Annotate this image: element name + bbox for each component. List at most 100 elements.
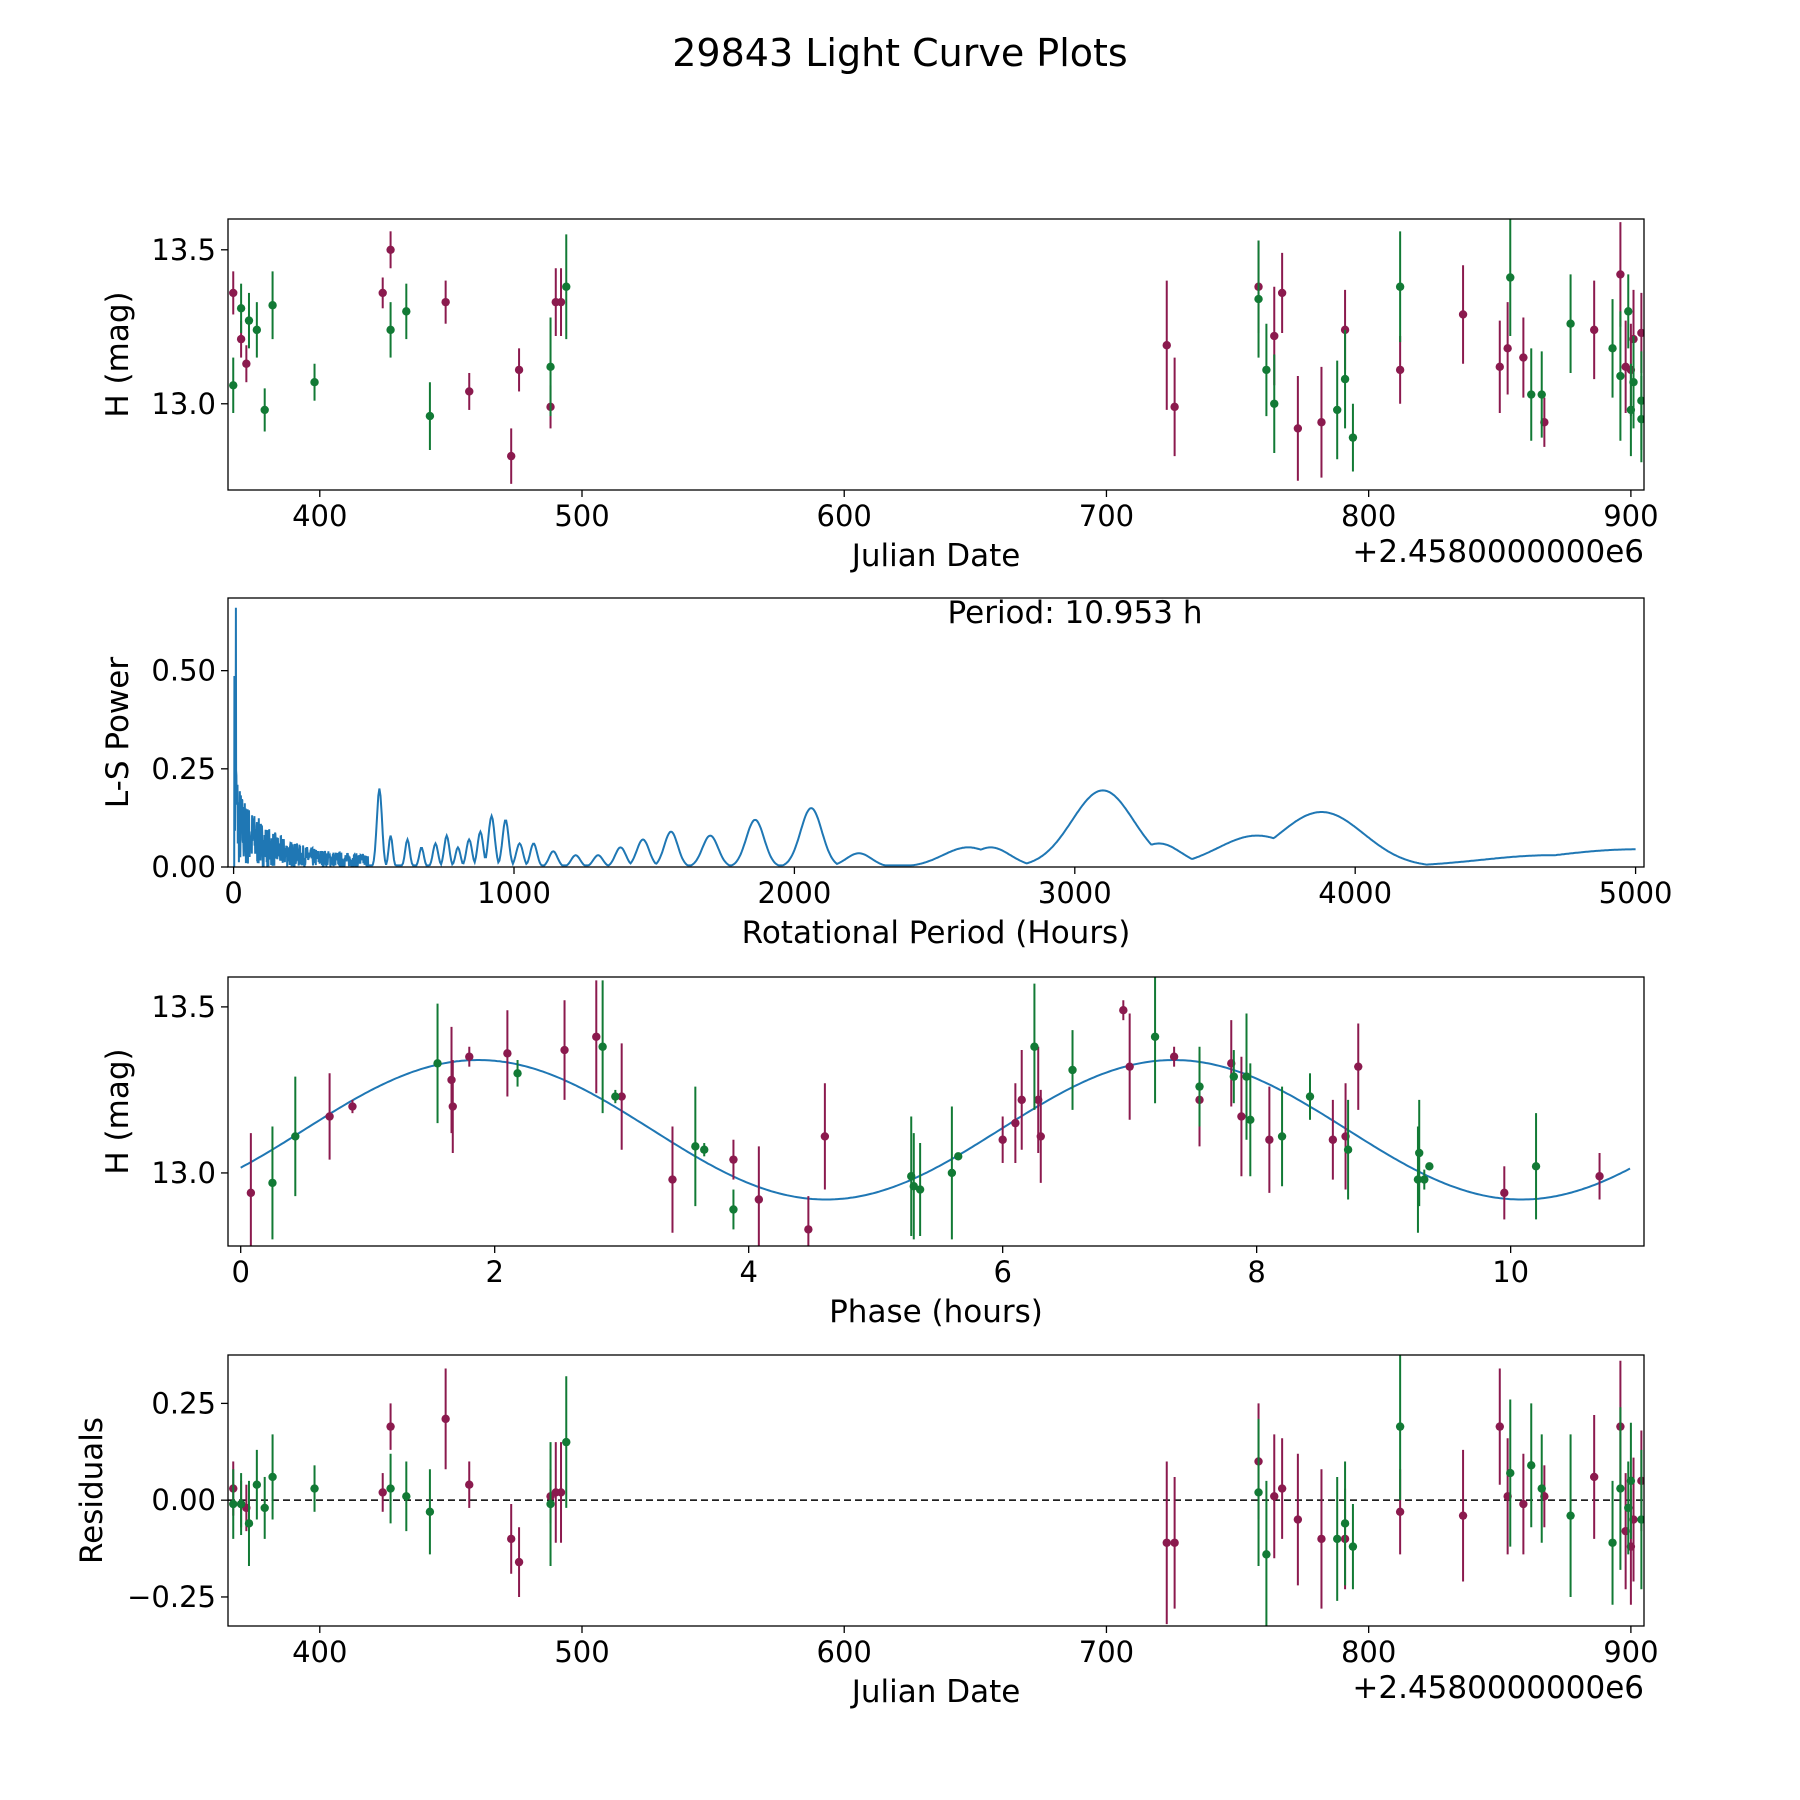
red-data-point — [242, 359, 251, 368]
green-data-point — [1254, 1488, 1263, 1497]
red-data-point — [514, 1557, 524, 1567]
red-data-point — [1395, 1507, 1405, 1516]
green-data-point — [1629, 378, 1638, 387]
period-annotation: Period: 10.953 h — [948, 595, 1203, 631]
green-data-point — [425, 1507, 435, 1516]
red-data-point — [447, 1075, 456, 1085]
red-data-point — [246, 1188, 256, 1198]
x-tick-label: 3000 — [1038, 876, 1112, 910]
red-data-point — [1270, 1492, 1279, 1501]
light-curve-panel: 400 500 600 700 800 900 13.0 13.5 Julian Date H (… — [100, 218, 1659, 574]
green-data-point — [700, 1145, 709, 1154]
y-tick-label: 13.0 — [151, 1156, 216, 1190]
y-axis-label: L-S Power — [100, 657, 136, 808]
x-axis-label: Julian Date — [850, 538, 1021, 574]
green-data-point — [268, 1472, 277, 1482]
green-data-point — [402, 1492, 411, 1501]
x-tick-label: 4 — [739, 1255, 757, 1289]
x-tick-label: 8 — [1247, 1255, 1265, 1289]
red-data-point — [503, 1049, 512, 1058]
green-data-point — [513, 1069, 522, 1078]
green-data-point — [1616, 371, 1625, 381]
red-data-point — [668, 1175, 677, 1184]
x-axis-label: Rotational Period (Hours) — [742, 915, 1131, 951]
green-data-point — [1566, 1511, 1575, 1520]
x-tick-label: 1000 — [477, 876, 551, 910]
green-data-point — [1254, 294, 1263, 304]
red-data-point — [998, 1135, 1007, 1144]
green-data-point — [1415, 1148, 1424, 1158]
green-data-point — [729, 1205, 738, 1214]
green-data-point — [1270, 399, 1279, 408]
red-data-point — [1017, 1095, 1026, 1105]
green-data-point — [1626, 1476, 1636, 1486]
red-data-point — [1293, 424, 1303, 433]
red-data-point — [378, 288, 387, 298]
green-data-point — [291, 1132, 300, 1141]
green-data-point — [1262, 1550, 1271, 1559]
x-tick-label: 10 — [1492, 1255, 1529, 1289]
red-data-point — [1125, 1062, 1134, 1071]
y-tick-label: 13.0 — [151, 387, 216, 421]
y-tick-label: 0.00 — [151, 850, 216, 884]
green-data-point — [954, 1152, 963, 1161]
red-data-point — [592, 1032, 601, 1041]
green-data-point — [909, 1182, 918, 1191]
red-data-point — [617, 1092, 626, 1101]
green-data-point — [1343, 1145, 1353, 1154]
red-data-point — [754, 1195, 764, 1204]
x-tick-label: 800 — [1341, 1635, 1396, 1669]
green-data-point — [1608, 344, 1617, 353]
y-tick-label: 0.50 — [151, 654, 216, 688]
y-axis-label: H (mag) — [100, 1048, 136, 1174]
data-points — [229, 219, 1644, 484]
red-data-point — [1317, 1534, 1326, 1544]
green-data-point — [1531, 1162, 1541, 1171]
red-data-point — [820, 1132, 830, 1141]
y-axis-label: H (mag) — [100, 291, 136, 417]
red-data-point — [1395, 365, 1405, 375]
green-data-point — [1425, 1162, 1434, 1171]
y-tick-label: 13.5 — [151, 990, 216, 1024]
green-data-point — [244, 1519, 254, 1528]
green-data-point — [236, 304, 246, 313]
green-data-point — [386, 1484, 395, 1493]
red-data-point — [441, 297, 450, 307]
green-data-point — [546, 362, 555, 372]
green-data-point — [1624, 307, 1633, 316]
y-tick-label: 13.5 — [151, 233, 216, 267]
green-data-point — [1527, 1461, 1536, 1470]
green-data-point — [229, 381, 238, 390]
red-data-point — [1354, 1062, 1363, 1071]
x-tick-label: 2 — [485, 1255, 503, 1289]
red-data-point — [1265, 1135, 1274, 1144]
green-data-point — [562, 1437, 571, 1447]
y-tick-label: 0.25 — [151, 752, 216, 786]
x-tick-label: 800 — [1341, 499, 1396, 533]
x-tick-label: 0 — [224, 876, 242, 910]
green-data-point — [402, 307, 411, 316]
green-data-point — [268, 301, 277, 310]
red-data-point — [1277, 288, 1287, 298]
green-data-point — [252, 1480, 262, 1489]
green-data-point — [1537, 1484, 1546, 1493]
red-data-point — [1458, 1511, 1468, 1520]
red-data-point — [386, 1422, 395, 1431]
plot-frame — [227, 1354, 1645, 1627]
x-axis-label: Julian Date — [850, 1674, 1021, 1710]
data-points — [229, 1355, 1644, 1626]
green-data-point — [1305, 1092, 1315, 1101]
x-tick-label: 400 — [292, 499, 347, 533]
x-tick-label: 900 — [1603, 1635, 1658, 1669]
red-data-point — [236, 334, 246, 344]
green-data-point — [310, 378, 319, 387]
red-data-point — [1277, 1484, 1287, 1493]
x-tick-label: 600 — [817, 1635, 872, 1669]
x-tick-label: 6 — [993, 1255, 1011, 1289]
red-data-point — [386, 245, 395, 254]
plot-frame — [227, 976, 1645, 1247]
red-data-point — [229, 288, 238, 298]
green-data-point — [1616, 1484, 1625, 1493]
